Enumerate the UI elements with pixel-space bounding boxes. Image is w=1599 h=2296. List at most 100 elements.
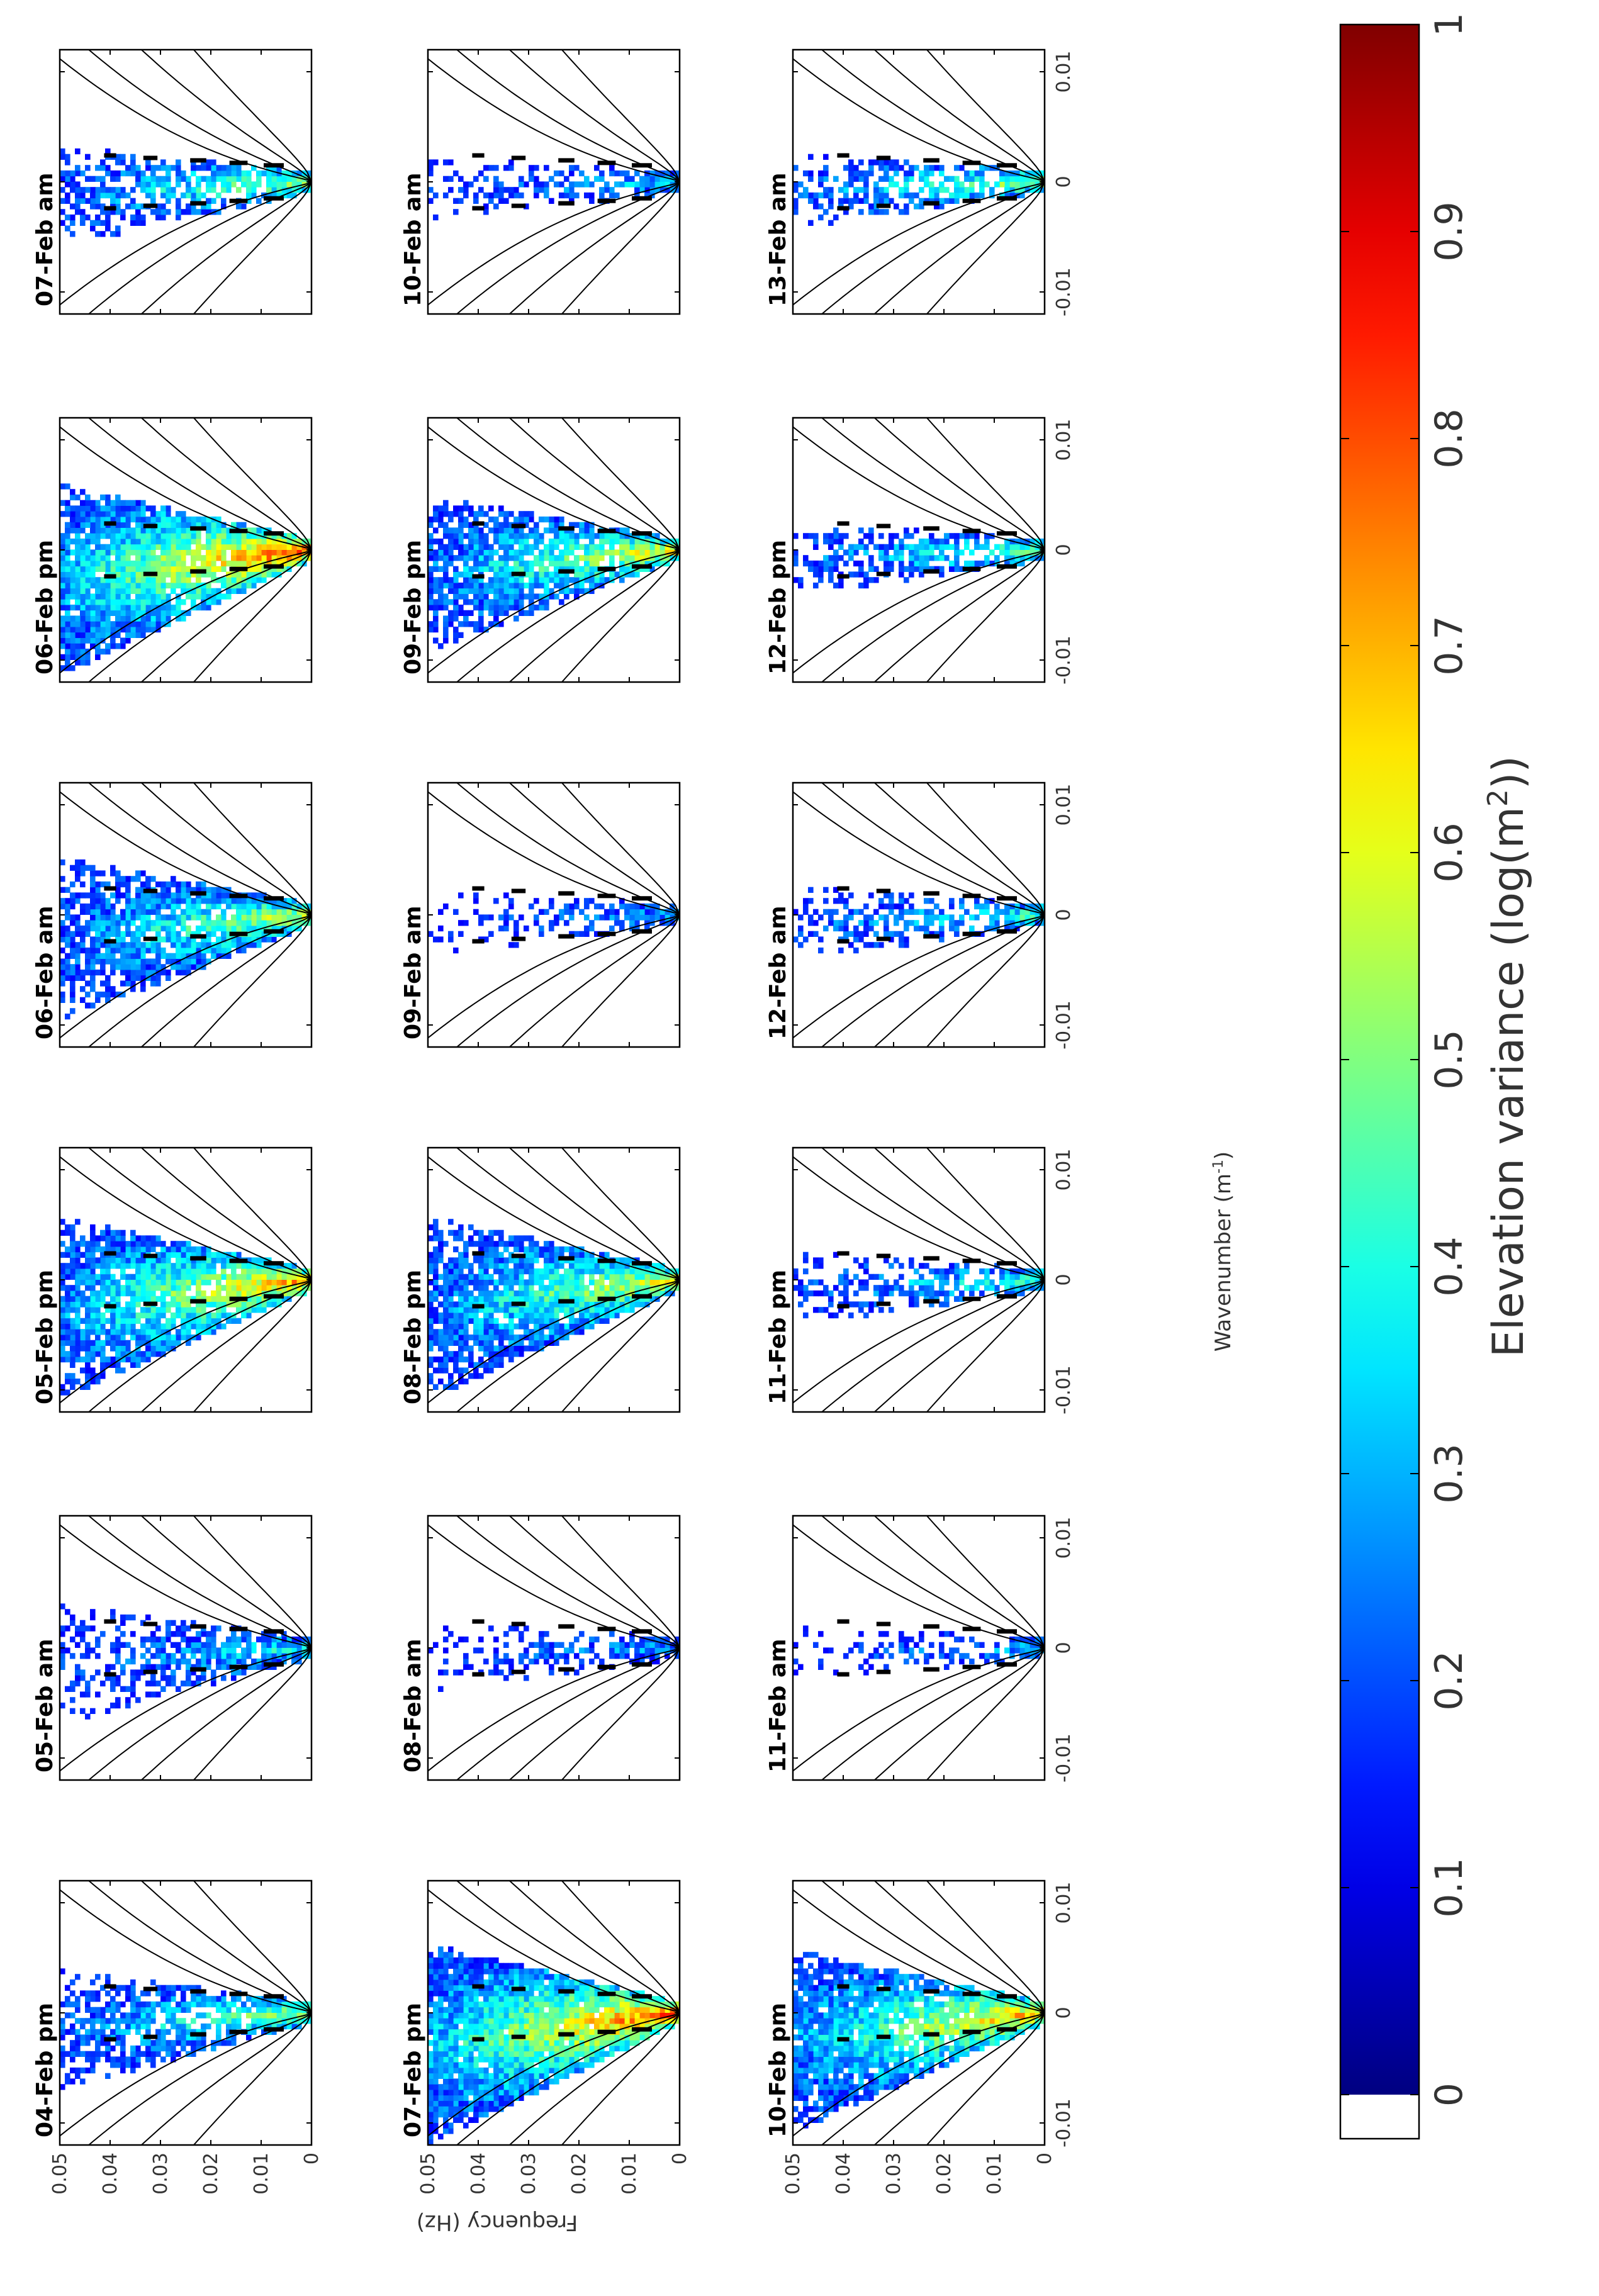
heatmap-cell — [266, 571, 272, 578]
heatmap-cell — [544, 1647, 549, 1654]
heatmap-cell — [105, 494, 111, 501]
heatmap-cell — [614, 1642, 620, 1648]
heatmap-cell — [478, 2111, 484, 2118]
heatmap-cell — [155, 1680, 161, 1687]
heatmap-cell — [539, 1968, 544, 1974]
heatmap-cell — [594, 2040, 600, 2046]
heatmap-cell — [246, 1263, 252, 1269]
heatmap-cell — [438, 2051, 444, 2057]
heatmap-cell — [206, 1301, 211, 1308]
heatmap-cell — [176, 1268, 181, 1275]
heatmap-cell — [181, 1252, 186, 1258]
heatmap-cell — [105, 225, 111, 232]
heatmap-cell — [125, 505, 131, 512]
heatmap-cell — [135, 527, 141, 534]
heatmap-cell — [448, 2122, 454, 2129]
heatmap-cell — [75, 1318, 81, 1324]
heatmap-cell — [145, 192, 151, 199]
heatmap-cell — [483, 2073, 489, 2079]
heatmap-cell — [171, 1312, 176, 1319]
heatmap-cell — [90, 1241, 96, 1247]
heatmap-cell — [448, 2062, 454, 2068]
heatmap-cell — [619, 1990, 625, 1996]
heatmap-cell — [95, 2045, 101, 2052]
heatmap-cell — [468, 2106, 474, 2112]
heatmap-cell — [216, 1296, 222, 1302]
heatmap-cell — [166, 566, 171, 572]
heatmap-cell — [105, 500, 111, 506]
heatmap-cell — [534, 2089, 539, 2096]
heatmap-cell — [513, 2067, 519, 2074]
heatmap-cell — [181, 544, 186, 550]
heatmap-cell — [438, 2018, 444, 2024]
heatmap-cell — [241, 914, 247, 921]
heatmap-cell — [110, 2012, 116, 2019]
heatmap-cell — [125, 582, 131, 589]
heatmap-cell — [453, 1996, 459, 2002]
heatmap-cell — [453, 1963, 459, 1969]
heatmap-cell — [130, 2056, 136, 2063]
heatmap-cell — [206, 1642, 211, 1648]
heatmap-cell — [140, 538, 146, 545]
heatmap-cell — [125, 903, 131, 910]
heatmap-cell — [130, 2045, 136, 2052]
heatmap-cell — [125, 1257, 131, 1263]
heatmap-cell — [95, 1323, 101, 1330]
heatmap-cell — [160, 914, 166, 921]
heatmap-cell — [171, 549, 176, 556]
heatmap-cell — [65, 588, 70, 594]
heatmap-cell — [524, 2084, 529, 2090]
heatmap-cell — [201, 881, 206, 888]
heatmap-cell — [276, 2007, 282, 2013]
heatmap-cell — [120, 615, 126, 622]
heatmap-cell — [519, 1996, 524, 2002]
heatmap-cell — [100, 621, 106, 627]
heatmap-cell — [155, 1691, 161, 1698]
heatmap-cell — [428, 1990, 434, 1996]
heatmap-cell — [130, 2018, 136, 2024]
heatmap-cell — [191, 192, 196, 199]
heatmap-cell — [110, 2001, 116, 2008]
heatmap-cell — [579, 2012, 585, 2019]
heatmap-cell — [513, 2056, 519, 2063]
heatmap-cell — [70, 1340, 76, 1346]
heatmap-cell — [166, 887, 171, 893]
heatmap-cell — [211, 571, 216, 578]
heatmap-cell — [619, 1636, 625, 1643]
heatmap-cell — [534, 2018, 539, 2024]
heatmap-cell — [70, 2040, 76, 2046]
heatmap-cell — [589, 2040, 595, 2046]
dispersion-curve — [428, 2012, 680, 2145]
heatmap-cell — [236, 571, 242, 578]
heatmap-cell — [488, 2051, 494, 2057]
dispersion-curve — [60, 2012, 311, 2137]
heatmap-cell — [75, 975, 81, 981]
heatmap-cell — [140, 892, 146, 899]
heatmap-cell — [145, 942, 151, 948]
heatmap-cell — [130, 1296, 136, 1302]
heatmap-cell — [191, 165, 196, 171]
heatmap-cell — [150, 980, 156, 987]
heatmap-cell — [221, 165, 227, 171]
heatmap-cell — [579, 2051, 585, 2057]
heatmap-cell — [85, 1241, 91, 1247]
heatmap-cell — [80, 2051, 86, 2057]
heatmap-cell — [539, 2007, 544, 2013]
heatmap-cell — [100, 1323, 106, 1330]
heatmap-cell — [60, 643, 65, 649]
heatmap-cell — [140, 560, 146, 567]
heatmap-cell — [594, 2023, 600, 2030]
heatmap-cell — [80, 942, 86, 948]
heatmap-cell — [226, 170, 232, 177]
heatmap-cell — [508, 1664, 514, 1670]
heatmap-cell — [261, 544, 267, 550]
heatmap-cell — [155, 1664, 161, 1670]
heatmap-cell — [130, 958, 136, 965]
heatmap-cell — [609, 1985, 615, 1991]
heatmap-cell — [160, 898, 166, 904]
heatmap-cell — [65, 571, 70, 578]
heatmap-cell — [649, 1279, 655, 1285]
heatmap-cell — [448, 2128, 454, 2134]
heatmap-cell — [90, 876, 96, 882]
heatmap-cell — [60, 1664, 65, 1670]
